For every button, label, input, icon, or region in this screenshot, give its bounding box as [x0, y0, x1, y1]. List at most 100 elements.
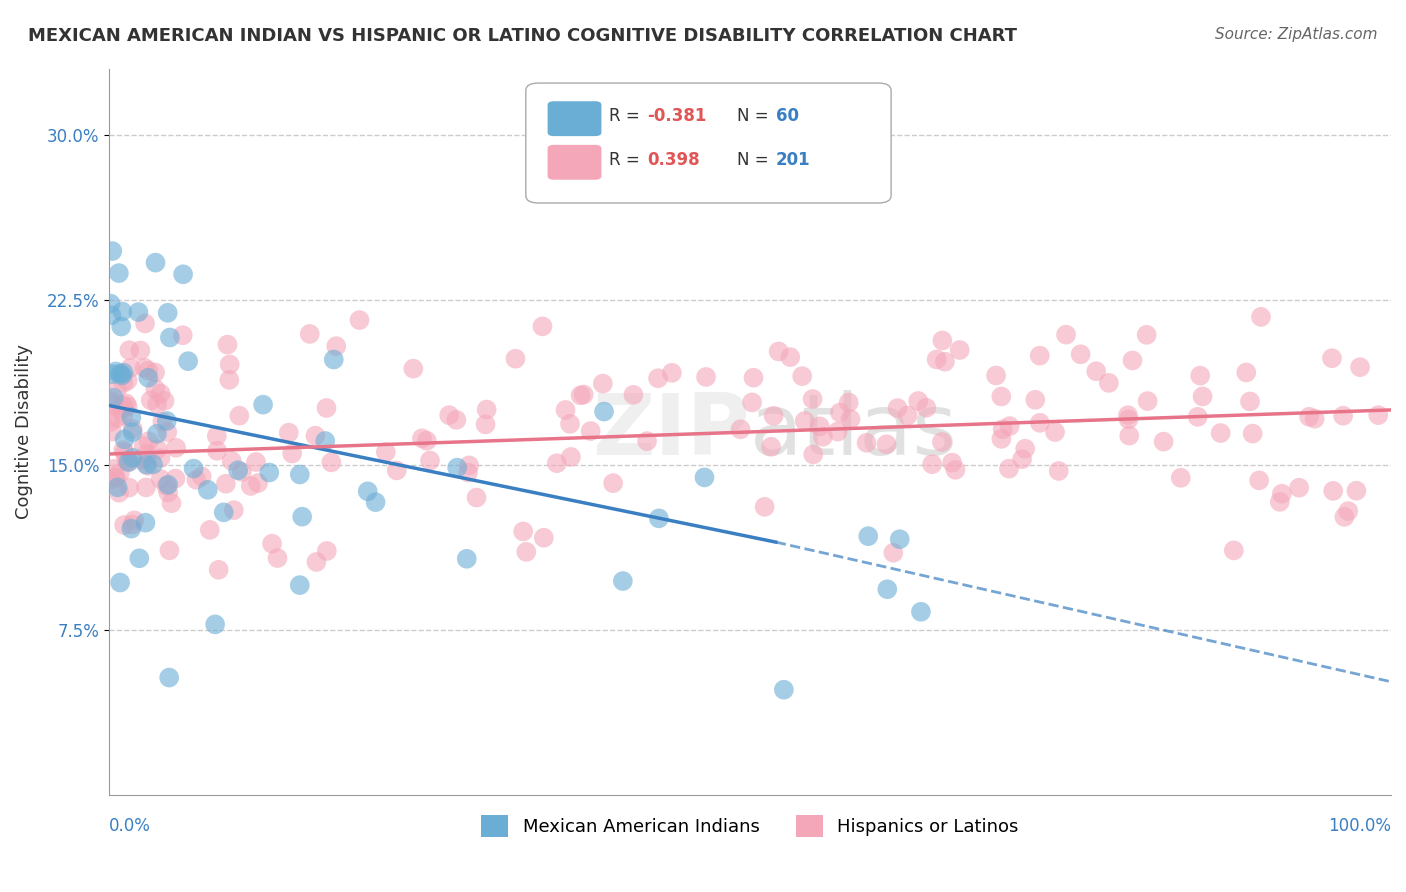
Point	[288, 467, 311, 482]
Point	[416, 434, 439, 448]
Point	[143, 382, 166, 396]
Point	[931, 435, 953, 450]
Point	[105, 411, 128, 425]
Point	[934, 354, 956, 368]
Point	[886, 401, 908, 416]
Point	[112, 409, 135, 423]
Point	[103, 461, 125, 475]
Point	[876, 582, 898, 597]
Point	[110, 319, 132, 334]
Point	[145, 255, 167, 269]
Text: atlas: atlas	[751, 391, 957, 474]
Point	[204, 617, 226, 632]
Y-axis label: Cognitive Disability: Cognitive Disability	[15, 344, 32, 519]
Point	[128, 551, 150, 566]
Point	[135, 480, 157, 494]
Point	[101, 368, 124, 382]
Point	[108, 367, 131, 381]
Point	[558, 417, 581, 431]
Point	[437, 408, 460, 422]
Point	[138, 434, 160, 449]
Point	[226, 463, 249, 477]
Point	[118, 343, 141, 358]
Point	[117, 374, 139, 388]
Point	[446, 460, 468, 475]
Point	[218, 373, 240, 387]
Point	[134, 317, 156, 331]
Point	[465, 491, 488, 505]
Text: ZIP: ZIP	[592, 391, 751, 474]
Text: 60: 60	[776, 108, 799, 126]
Point	[114, 433, 136, 447]
Point	[262, 537, 284, 551]
Point	[623, 388, 645, 402]
Point	[134, 360, 156, 375]
Point	[793, 414, 815, 428]
Point	[945, 463, 967, 477]
Point	[839, 412, 862, 426]
Point	[136, 370, 159, 384]
Point	[1029, 349, 1052, 363]
FancyBboxPatch shape	[547, 101, 602, 136]
Point	[357, 484, 380, 499]
Point	[117, 455, 139, 469]
Point	[1331, 409, 1354, 423]
Point	[321, 455, 343, 469]
Point	[150, 415, 173, 429]
Text: -0.381: -0.381	[648, 108, 707, 126]
Point	[212, 505, 235, 519]
Point	[100, 415, 122, 429]
Point	[149, 472, 172, 486]
Point	[1322, 483, 1344, 498]
Point	[120, 410, 142, 425]
Text: R =: R =	[609, 151, 645, 169]
Point	[1070, 347, 1092, 361]
Point	[1136, 327, 1159, 342]
Text: MEXICAN AMERICAN INDIAN VS HISPANIC OR LATINO COGNITIVE DISABILITY CORRELATION C: MEXICAN AMERICAN INDIAN VS HISPANIC OR L…	[28, 27, 1017, 45]
Point	[315, 401, 337, 415]
Point	[512, 524, 534, 539]
Point	[114, 446, 136, 460]
Text: Source: ZipAtlas.com: Source: ZipAtlas.com	[1215, 27, 1378, 42]
Point	[741, 395, 763, 409]
Point	[1085, 364, 1108, 378]
Point	[1348, 360, 1371, 375]
Point	[100, 296, 122, 310]
Point	[157, 477, 180, 491]
Point	[374, 445, 396, 459]
Point	[117, 400, 139, 414]
Point	[1029, 416, 1052, 430]
Point	[172, 328, 194, 343]
Point	[949, 343, 972, 357]
Point	[572, 387, 595, 401]
Point	[131, 452, 153, 467]
Point	[579, 424, 602, 438]
Point	[1047, 464, 1070, 478]
Point	[742, 370, 765, 384]
Point	[104, 470, 127, 484]
Point	[931, 334, 953, 348]
Point	[855, 435, 877, 450]
Point	[1116, 408, 1139, 422]
Point	[142, 458, 165, 472]
FancyBboxPatch shape	[547, 145, 602, 179]
Point	[1239, 394, 1261, 409]
Point	[101, 244, 124, 258]
Point	[124, 513, 146, 527]
Point	[160, 496, 183, 510]
Point	[531, 319, 554, 334]
Point	[1014, 442, 1036, 456]
Point	[266, 551, 288, 566]
Point	[910, 605, 932, 619]
Point	[411, 431, 433, 445]
Point	[104, 364, 127, 378]
Point	[239, 479, 262, 493]
Point	[990, 432, 1012, 446]
Text: 201: 201	[776, 151, 810, 169]
Point	[136, 458, 159, 473]
Point	[108, 466, 131, 480]
Point	[146, 426, 169, 441]
Point	[103, 391, 125, 405]
Point	[197, 483, 219, 497]
Point	[198, 523, 221, 537]
